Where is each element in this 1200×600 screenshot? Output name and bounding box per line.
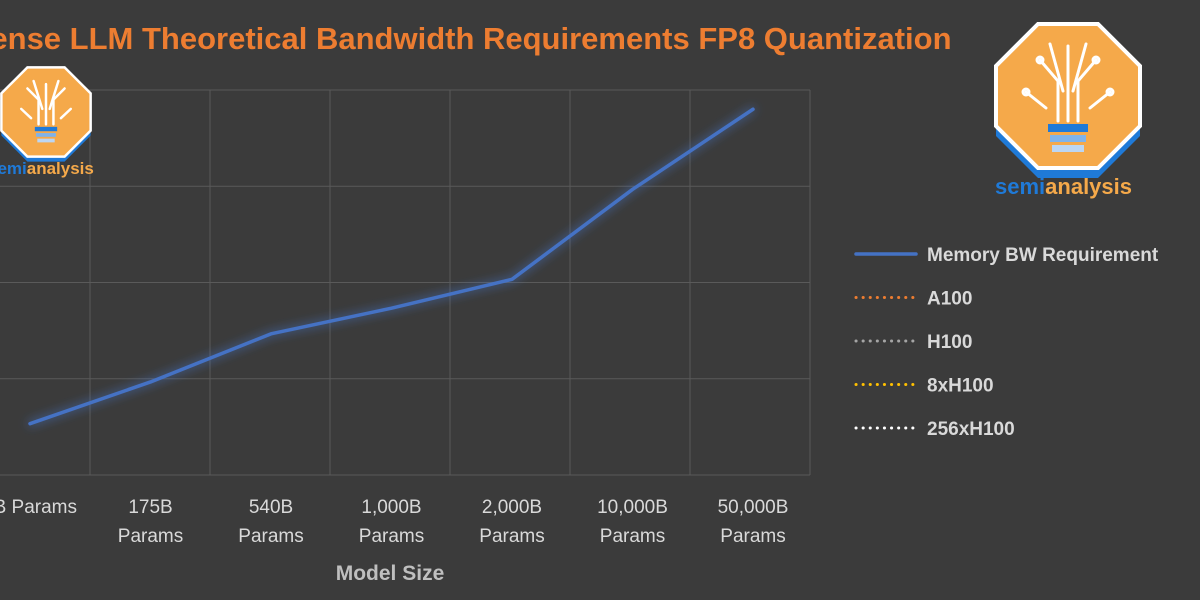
legend-label: A100 — [927, 289, 972, 310]
x-tick-label: 10,000B Params — [597, 497, 668, 547]
legend-label: 256xH100 — [927, 419, 1015, 440]
x-tick-label: 2,000B Params — [479, 497, 544, 547]
legend-label: H100 — [927, 332, 972, 353]
x-tick-label: 50,000B Params — [718, 497, 789, 547]
series-line-memory-bw-requirement — [28, 107, 755, 426]
gridlines — [0, 89, 811, 476]
x-tick-label: 1,000B Params — [359, 497, 424, 547]
x-tick-label: 540B Params — [238, 497, 303, 547]
semianalysis-logo-small — [0, 66, 92, 162]
chart-title: Dense LLM Theoretical Bandwidth Requirem… — [0, 21, 952, 56]
x-axis-label: Model Size — [336, 562, 445, 585]
legend-label: 8xH100 — [927, 376, 994, 397]
logo-small-wordmark: semianalysis — [0, 159, 94, 178]
logo-large-wordmark: semianalysis — [995, 174, 1132, 199]
legend: Memory BW Requirement A100 H100 8xH100 256xH… — [854, 245, 1159, 440]
semianalysis-logo-large — [994, 22, 1142, 178]
series-group — [28, 107, 755, 458]
x-tick-label: 175B Params — [118, 497, 183, 547]
x-tick-label: 3B Params — [0, 497, 77, 518]
legend-label: Memory BW Requirement — [927, 245, 1159, 266]
